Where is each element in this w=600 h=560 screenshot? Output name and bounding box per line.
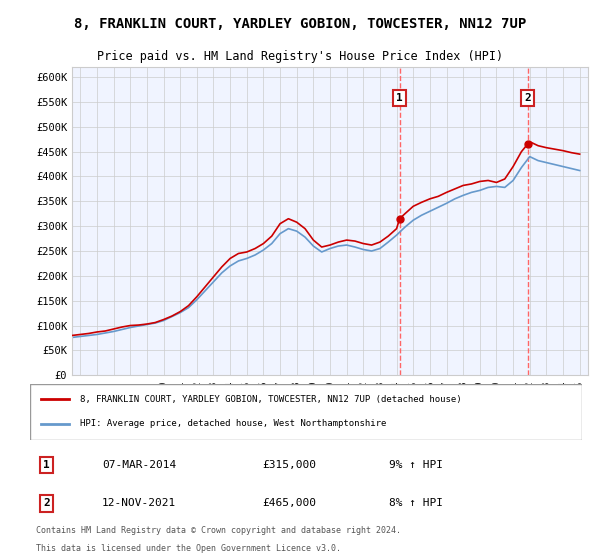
Text: 8, FRANKLIN COURT, YARDLEY GOBION, TOWCESTER, NN12 7UP: 8, FRANKLIN COURT, YARDLEY GOBION, TOWCE… [74,17,526,31]
Text: This data is licensed under the Open Government Licence v3.0.: This data is licensed under the Open Gov… [35,544,341,553]
Text: HPI: Average price, detached house, West Northamptonshire: HPI: Average price, detached house, West… [80,419,386,428]
Text: Price paid vs. HM Land Registry's House Price Index (HPI): Price paid vs. HM Land Registry's House … [97,50,503,63]
Text: 9% ↑ HPI: 9% ↑ HPI [389,460,443,470]
Text: 1: 1 [396,93,403,103]
Text: 8, FRANKLIN COURT, YARDLEY GOBION, TOWCESTER, NN12 7UP (detached house): 8, FRANKLIN COURT, YARDLEY GOBION, TOWCE… [80,395,461,404]
Text: 12-NOV-2021: 12-NOV-2021 [102,498,176,508]
FancyBboxPatch shape [30,384,582,440]
Text: 2: 2 [43,498,50,508]
Text: 07-MAR-2014: 07-MAR-2014 [102,460,176,470]
Text: Contains HM Land Registry data © Crown copyright and database right 2024.: Contains HM Land Registry data © Crown c… [35,526,401,535]
Text: £315,000: £315,000 [262,460,316,470]
Text: £465,000: £465,000 [262,498,316,508]
Text: 8% ↑ HPI: 8% ↑ HPI [389,498,443,508]
Text: 2: 2 [524,93,531,103]
Text: 1: 1 [43,460,50,470]
